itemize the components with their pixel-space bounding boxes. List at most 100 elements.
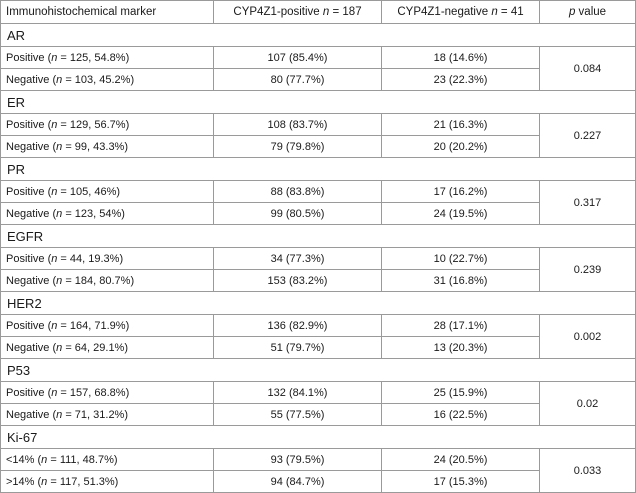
label-prefix: Positive (: [6, 51, 52, 64]
marker-name: AR: [0, 23, 636, 47]
row-label: Negative (n = 103, 45.2%): [0, 68, 214, 91]
row-label: Negative (n = 184, 80.7%): [0, 269, 214, 292]
positive-count: 34 (77.3%): [213, 247, 382, 270]
positive-count: 153 (83.2%): [213, 269, 382, 292]
marker-name: ER: [0, 90, 636, 114]
row-label: <14% (n = 111, 48.7%): [0, 448, 214, 471]
header-row: Immunohistochemical marker CYP4Z1-positi…: [0, 0, 636, 24]
row-label: Positive (n = 105, 46%): [0, 180, 214, 203]
positive-count: 93 (79.5%): [213, 448, 382, 471]
n-symbol: n: [56, 341, 63, 354]
n-symbol: n: [56, 408, 63, 421]
label-suffix: = 103, 45.2%): [62, 73, 135, 86]
label-suffix: = 111, 48.7%): [47, 453, 118, 466]
label-suffix: = 117, 51.3%): [47, 475, 119, 488]
n-symbol: n: [51, 185, 58, 198]
positive-count: 51 (79.7%): [213, 336, 382, 359]
marker-name: P53: [0, 358, 636, 382]
n-symbol: n: [51, 51, 58, 64]
positive-count: 136 (82.9%): [213, 314, 382, 337]
negative-count: 17 (15.3%): [381, 470, 540, 493]
label-suffix: = 184, 80.7%): [62, 274, 135, 287]
n-symbol: n: [51, 319, 58, 332]
label-suffix: = 64, 29.1%): [62, 341, 129, 354]
p-value: 0.317: [539, 180, 636, 225]
row-label: Negative (n = 123, 54%): [0, 202, 214, 225]
positive-count: 55 (77.5%): [213, 403, 382, 426]
positive-count: 88 (83.8%): [213, 180, 382, 203]
marker-name: EGFR: [0, 224, 636, 248]
label-prefix: >14% (: [6, 475, 42, 488]
section-row: AR: [0, 23, 636, 47]
n-symbol: n: [56, 140, 63, 153]
table-row: Negative (n = 123, 54%) 99 (80.5%) 24 (19.…: [0, 202, 636, 225]
p-value: 0.002: [539, 314, 636, 359]
row-label: Negative (n = 99, 43.3%): [0, 135, 214, 158]
negative-count: 18 (14.6%): [381, 46, 540, 69]
header-cyp4z1-positive: CYP4Z1-positive n = 187: [213, 0, 382, 24]
section-row: Ki-67: [0, 425, 636, 449]
section-row: ER: [0, 90, 636, 114]
negative-count: 31 (16.8%): [381, 269, 540, 292]
label-suffix: = 129, 56.7%): [57, 118, 130, 131]
p-value: 0.084: [539, 46, 636, 91]
n-symbol: n: [41, 475, 48, 488]
table-row: Positive (n = 105, 46%) 88 (83.8%) 17 (16.…: [0, 180, 636, 225]
label-prefix: Negative (: [6, 408, 57, 421]
p-value: 0.02: [539, 381, 636, 426]
negative-count: 17 (16.2%): [381, 180, 540, 203]
positive-count: 108 (83.7%): [213, 113, 382, 136]
marker-name: PR: [0, 157, 636, 181]
positive-count: 99 (80.5%): [213, 202, 382, 225]
header-cyp4z1-negative: CYP4Z1-negative n = 41: [381, 0, 540, 24]
label-suffix: = 71, 31.2%): [62, 408, 129, 421]
p-value: 0.239: [539, 247, 636, 292]
section-row: HER2: [0, 291, 636, 315]
label-suffix: = 164, 71.9%): [57, 319, 130, 332]
label-prefix: Positive (: [6, 118, 52, 131]
row-label: Positive (n = 125, 54.8%): [0, 46, 214, 69]
row-label: Positive (n = 157, 68.8%): [0, 381, 214, 404]
label-prefix: Negative (: [6, 140, 57, 153]
negative-count: 21 (16.3%): [381, 113, 540, 136]
section-row: EGFR: [0, 224, 636, 248]
label-suffix: = 44, 19.3%): [57, 252, 124, 265]
table-row: Positive (n = 157, 68.8%) 132 (84.1%) 25 (…: [0, 381, 636, 426]
row-label: Positive (n = 129, 56.7%): [0, 113, 214, 136]
label-suffix: = 105, 46%): [57, 185, 121, 198]
n-symbol: n: [41, 453, 48, 466]
negative-count: 24 (20.5%): [381, 448, 540, 471]
label-suffix: = 157, 68.8%): [57, 386, 130, 399]
label-prefix: Positive (: [6, 319, 52, 332]
positive-count: 132 (84.1%): [213, 381, 382, 404]
table-row: <14% (n = 111, 48.7%) 93 (79.5%) 24 (20.5%…: [0, 448, 636, 493]
negative-count: 20 (20.2%): [381, 135, 540, 158]
negative-count: 10 (22.7%): [381, 247, 540, 270]
label-prefix: Negative (: [6, 341, 57, 354]
table-row: Positive (n = 129, 56.7%) 108 (83.7%) 21 (…: [0, 113, 636, 158]
n-symbol: n: [51, 252, 58, 265]
p-value: 0.227: [539, 113, 636, 158]
n-symbol: n: [51, 386, 58, 399]
positive-count: 80 (77.7%): [213, 68, 382, 91]
row-label: Negative (n = 71, 31.2%): [0, 403, 214, 426]
table-row: Positive (n = 125, 54.8%) 107 (85.4%) 18 (…: [0, 46, 636, 91]
negative-count: 16 (22.5%): [381, 403, 540, 426]
label-suffix: = 123, 54%): [62, 207, 125, 220]
table-row: Negative (n = 71, 31.2%) 55 (77.5%) 16 (22…: [0, 403, 636, 426]
positive-count: 94 (84.7%): [213, 470, 382, 493]
table-row: Positive (n = 44, 19.3%) 34 (77.3%) 10 (22…: [0, 247, 636, 292]
label-prefix: Positive (: [6, 185, 52, 198]
label-prefix: Positive (: [6, 252, 52, 265]
n-symbol: n: [56, 73, 63, 86]
negative-count: 13 (20.3%): [381, 336, 540, 359]
table-row: Positive (n = 164, 71.9%) 136 (82.9%) 28 (…: [0, 314, 636, 359]
label-prefix: <14% (: [6, 453, 42, 466]
n-symbol: n: [56, 207, 63, 220]
marker-name: HER2: [0, 291, 636, 315]
negative-count: 25 (15.9%): [381, 381, 540, 404]
label-prefix: Positive (: [6, 386, 52, 399]
marker-name: Ki-67: [0, 425, 636, 449]
section-row: P53: [0, 358, 636, 382]
